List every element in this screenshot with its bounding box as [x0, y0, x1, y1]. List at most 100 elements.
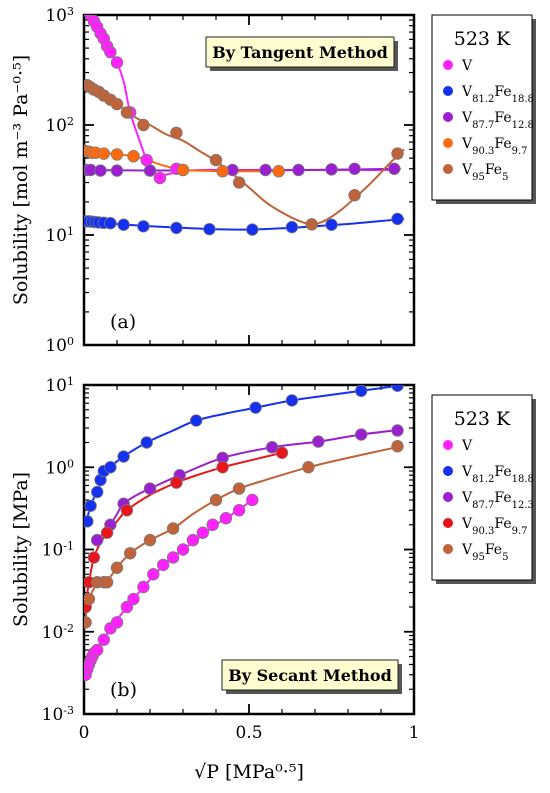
data-point	[272, 165, 285, 178]
data-point	[206, 518, 219, 531]
legend-title: 523 K	[454, 28, 511, 50]
method-label: By Secant Method	[228, 666, 392, 685]
data-point	[84, 616, 92, 629]
data-point	[110, 56, 124, 69]
legend-entry: V	[461, 58, 473, 74]
legend-marker	[443, 164, 453, 174]
data-point	[147, 568, 160, 581]
data-point	[127, 592, 140, 606]
data-point	[391, 385, 404, 392]
legend-marker	[443, 112, 453, 122]
y-tick-label: 102	[45, 115, 74, 137]
data-point	[391, 147, 404, 160]
data-point	[84, 515, 94, 528]
data-point	[84, 592, 96, 606]
data-point	[156, 558, 170, 572]
data-point	[246, 223, 259, 236]
legend-marker	[443, 518, 453, 528]
data-point	[275, 446, 289, 459]
data-point	[391, 424, 404, 437]
x-tick-label: 1	[409, 723, 420, 743]
data-point	[153, 171, 167, 185]
data-point	[176, 543, 190, 556]
fit-curve	[84, 217, 405, 231]
data-point	[143, 164, 157, 177]
y-tick-label: 10-3	[42, 704, 74, 726]
y-tick-label: 101	[45, 375, 74, 397]
data-point	[166, 522, 180, 535]
data-point	[302, 461, 315, 474]
data-point	[170, 221, 183, 235]
data-point	[305, 218, 318, 231]
data-point	[127, 150, 140, 163]
y-tick-label: 103	[45, 5, 74, 27]
data-point	[110, 148, 124, 161]
y-tick-label: 100	[45, 335, 74, 357]
data-point	[355, 385, 368, 398]
data-point	[391, 212, 404, 226]
legend-entry: V95Fe5	[461, 162, 508, 183]
data-point	[203, 222, 216, 236]
data-point	[143, 482, 157, 495]
data-point	[137, 580, 150, 594]
x-tick-label: 0	[79, 723, 90, 743]
data-point	[285, 220, 299, 234]
data-point	[104, 461, 117, 474]
data-point	[166, 551, 180, 564]
panel-a: 100 101 102 103 Solubility [mol m⁻³ Pa⁻⁰·⁵] B…	[10, 5, 536, 357]
y-axis-title-b: Solubility [MPa]	[10, 472, 32, 627]
data-point	[140, 153, 153, 167]
y-tick-label: 101	[45, 225, 74, 247]
legend-entry: V87.7Fe12.3	[461, 490, 534, 511]
legend-entry: V81.2Fe18.8	[461, 84, 534, 105]
data-point	[90, 533, 104, 547]
legend-entry: V	[461, 438, 473, 454]
data-point	[100, 576, 114, 589]
legend-entry: V81.2Fe18.8	[461, 464, 534, 485]
data-point	[232, 482, 246, 495]
data-point	[137, 220, 150, 233]
data-point	[292, 163, 305, 177]
legend-marker	[443, 466, 453, 476]
data-point	[186, 533, 200, 547]
data-point	[97, 633, 111, 646]
legend-marker	[443, 86, 453, 96]
data-point	[196, 526, 210, 539]
y-tick-label: 10-1	[42, 539, 74, 561]
method-box	[221, 659, 399, 691]
data-point	[216, 165, 229, 178]
data-point	[325, 218, 338, 231]
data-point	[123, 547, 137, 560]
data-point	[259, 163, 272, 177]
data-point	[249, 401, 262, 414]
data-point	[140, 436, 153, 449]
data-point	[219, 512, 233, 525]
data-point	[94, 164, 107, 177]
data-point	[170, 126, 183, 139]
data-point	[189, 414, 203, 427]
panel-b: 10-3 10-2 10-1 100 101 0 0.5 1 Solubility [MPa] B…	[10, 375, 536, 743]
data-point	[90, 643, 104, 657]
data-point	[84, 499, 97, 512]
data-point	[232, 504, 246, 517]
data-point	[209, 493, 223, 507]
data-point	[97, 147, 111, 160]
x-axis-title: √P [MPa⁰·⁵]	[194, 761, 304, 783]
data-point	[104, 217, 117, 230]
y-axis-title-a: Solubility [mol m⁻³ Pa⁻⁰·⁵]	[10, 55, 32, 305]
data-point	[391, 440, 404, 453]
data-point	[265, 441, 279, 454]
data-point	[209, 153, 223, 167]
data-point	[117, 218, 130, 231]
method-box	[205, 36, 395, 68]
data-point	[388, 162, 401, 175]
data-point	[348, 189, 361, 202]
panel-label-a: (a)	[110, 311, 136, 333]
data-point	[90, 485, 104, 499]
y-tick-label: 10-2	[42, 621, 74, 643]
data-point	[110, 616, 124, 629]
data-point	[232, 176, 246, 189]
panel-label-b: (b)	[110, 679, 137, 701]
data-point	[325, 163, 338, 176]
